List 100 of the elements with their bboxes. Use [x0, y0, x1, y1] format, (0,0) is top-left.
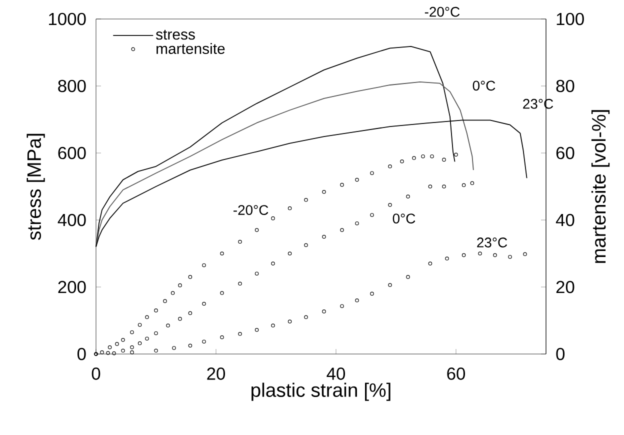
- point: [428, 184, 432, 188]
- y-tick-label: 400: [58, 214, 86, 226]
- annotation: 23°C: [477, 238, 508, 248]
- point: [445, 256, 449, 260]
- point: [304, 198, 308, 202]
- y2-tick-label: 20: [556, 280, 574, 294]
- point: [430, 154, 434, 158]
- point: [470, 181, 474, 186]
- point: [442, 158, 446, 162]
- point: [322, 234, 326, 239]
- point: [220, 291, 224, 295]
- point: [121, 348, 125, 353]
- point: [188, 344, 192, 348]
- point: [288, 206, 292, 210]
- annotation: -20°C: [234, 205, 268, 215]
- point: [145, 315, 149, 320]
- point: [166, 324, 170, 328]
- y-axis-title: stress [MPa]: [26, 134, 45, 240]
- legend-label: martensite: [156, 43, 225, 54]
- point: [121, 338, 125, 342]
- point: [340, 182, 344, 187]
- point: [154, 308, 158, 312]
- y-tick-label: 800: [58, 80, 86, 92]
- point: [188, 275, 192, 279]
- y-tick-label: 0: [77, 348, 86, 360]
- annotation: 0°C: [392, 214, 416, 224]
- y2-tick-label: 60: [556, 146, 574, 160]
- point: [462, 253, 466, 258]
- x-tick-label: 0: [92, 368, 100, 380]
- point: [406, 275, 410, 279]
- point: [462, 183, 466, 188]
- point: [220, 252, 224, 256]
- point: [508, 254, 512, 259]
- annotation: -20°C: [424, 6, 460, 17]
- y-tick-label: 600: [58, 146, 86, 160]
- point: [271, 216, 275, 220]
- y2-tick-label: 0: [556, 348, 565, 360]
- point: [202, 302, 206, 306]
- y2-tick-label: 100: [556, 12, 584, 26]
- point: [388, 283, 392, 287]
- y-tick-label: 200: [58, 280, 86, 294]
- point: [523, 252, 527, 256]
- y-tick-label: 1000: [49, 12, 86, 26]
- point: [304, 243, 308, 248]
- x-tick-label: 40: [326, 368, 346, 380]
- point: [202, 340, 206, 344]
- point: [271, 324, 275, 328]
- point: [388, 203, 392, 207]
- point: [370, 171, 374, 175]
- point: [406, 194, 410, 198]
- point: [178, 283, 182, 288]
- point: [154, 331, 158, 336]
- point: [421, 154, 425, 158]
- x-tick-label: 20: [207, 368, 226, 380]
- point: [238, 240, 242, 244]
- point: [288, 252, 292, 256]
- point: [254, 228, 259, 232]
- point: [145, 336, 149, 340]
- x-tick-label: 60: [447, 368, 466, 380]
- point: [478, 252, 482, 256]
- point: [370, 292, 374, 296]
- point: [304, 315, 308, 320]
- point: [238, 282, 242, 286]
- point: [178, 316, 182, 321]
- x-axis-title: plastic strain [%]: [252, 382, 390, 401]
- point: [130, 350, 134, 354]
- point: [322, 310, 326, 314]
- point: [428, 262, 432, 266]
- point: [188, 311, 192, 316]
- point: [355, 221, 359, 226]
- point: [163, 299, 167, 303]
- point: [442, 184, 446, 188]
- point: [115, 342, 119, 346]
- point: [322, 190, 326, 194]
- point: [220, 335, 224, 340]
- point: [100, 350, 104, 354]
- point: [106, 351, 110, 355]
- y2-axis-title: martensite [vol-%]: [591, 110, 610, 263]
- point: [412, 156, 416, 160]
- point: [112, 351, 116, 356]
- point: [154, 348, 158, 353]
- point: [130, 345, 134, 350]
- point: [355, 298, 359, 302]
- point: [271, 262, 275, 266]
- point: [238, 332, 242, 336]
- point: [254, 328, 259, 332]
- line-series: [96, 82, 474, 248]
- point: [172, 346, 176, 350]
- point: [355, 178, 359, 182]
- point: [138, 322, 142, 327]
- point: [170, 291, 175, 295]
- point: [130, 330, 134, 334]
- point: [108, 345, 112, 350]
- point: [340, 304, 344, 308]
- annotation: 0°C: [472, 80, 496, 91]
- legend-label: stress: [156, 30, 195, 40]
- point: [370, 213, 374, 217]
- point: [340, 228, 344, 232]
- y2-tick-label: 40: [556, 214, 574, 226]
- point: [454, 152, 458, 157]
